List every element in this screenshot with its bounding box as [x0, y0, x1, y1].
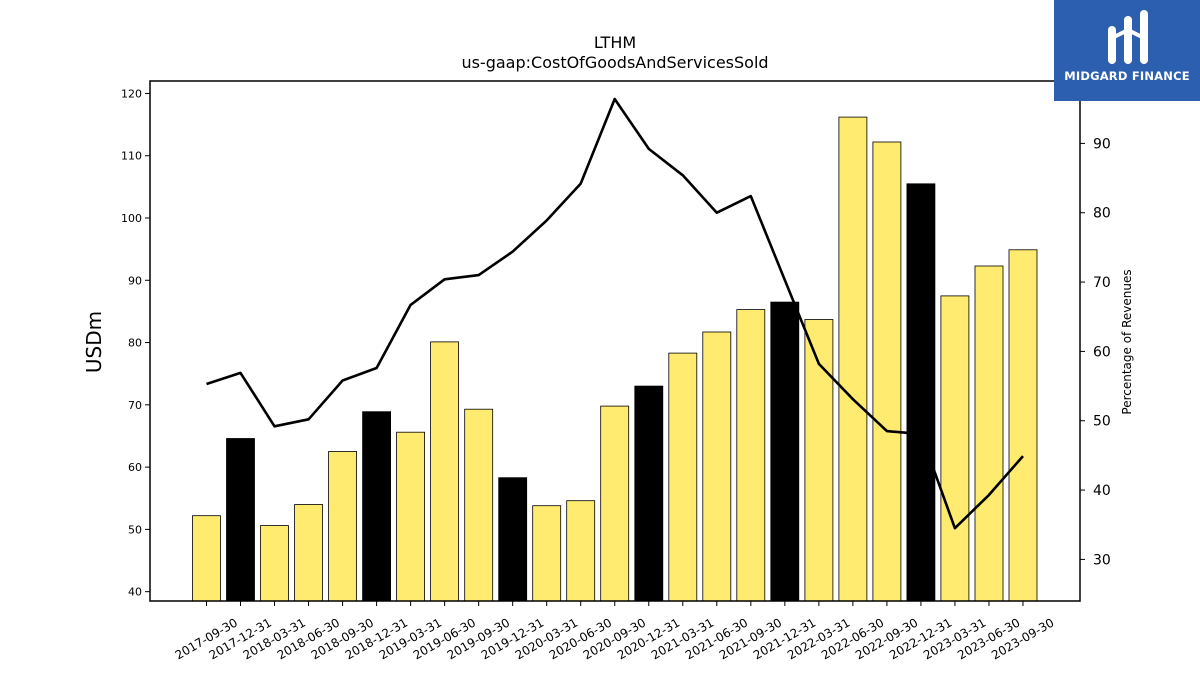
bar — [668, 352, 698, 602]
bar — [328, 451, 358, 602]
y2-axis-label: Percentage of Revenues — [1120, 269, 1134, 414]
y2-tick-label: 70 — [1093, 275, 1111, 291]
y-tick-label: 90 — [128, 274, 142, 287]
midgard-logo-icon — [1108, 10, 1148, 64]
bar — [770, 301, 800, 602]
bar — [532, 505, 562, 602]
y-tick-label: 120 — [121, 87, 142, 100]
bar — [430, 341, 460, 602]
bar — [804, 319, 834, 602]
bar — [226, 438, 255, 602]
bar — [702, 331, 732, 602]
bar — [566, 500, 596, 602]
bar — [498, 477, 528, 602]
y2-tick-label: 50 — [1093, 414, 1111, 430]
logo-text: MIDGARD FINANCE — [1064, 69, 1190, 83]
bar — [294, 504, 324, 602]
logo: MIDGARD FINANCE — [1054, 0, 1200, 101]
y-tick-label: 110 — [121, 150, 142, 163]
bar — [600, 405, 630, 602]
bar — [1008, 249, 1038, 602]
bar — [906, 183, 936, 602]
y2-tick-label: 90 — [1093, 136, 1111, 152]
bar — [940, 295, 970, 602]
bar — [872, 141, 902, 602]
bar — [192, 515, 221, 602]
y-axis-label: USDm — [82, 311, 106, 373]
chart-title: LTHM — [594, 33, 636, 52]
bar — [362, 411, 392, 602]
y-tick-label: 100 — [121, 212, 142, 225]
bar — [396, 431, 426, 602]
bar — [736, 309, 766, 602]
bar — [260, 525, 289, 602]
y2-tick-label: 40 — [1093, 483, 1111, 499]
y-tick-label: 60 — [128, 461, 142, 474]
chart-subtitle: us-gaap:CostOfGoodsAndServicesSold — [461, 53, 768, 72]
bar — [838, 116, 868, 602]
line-series — [206, 97, 1024, 530]
bar — [634, 385, 664, 602]
y2-tick-label: 60 — [1093, 344, 1111, 360]
y-tick-label: 80 — [128, 337, 142, 350]
bar — [974, 265, 1004, 602]
y2-tick-label: 30 — [1093, 552, 1111, 568]
bar — [464, 408, 494, 602]
y-tick-label: 40 — [128, 586, 142, 599]
y2-tick-label: 80 — [1093, 206, 1111, 222]
y-tick-label: 70 — [128, 399, 142, 412]
y-tick-label: 50 — [128, 523, 142, 536]
